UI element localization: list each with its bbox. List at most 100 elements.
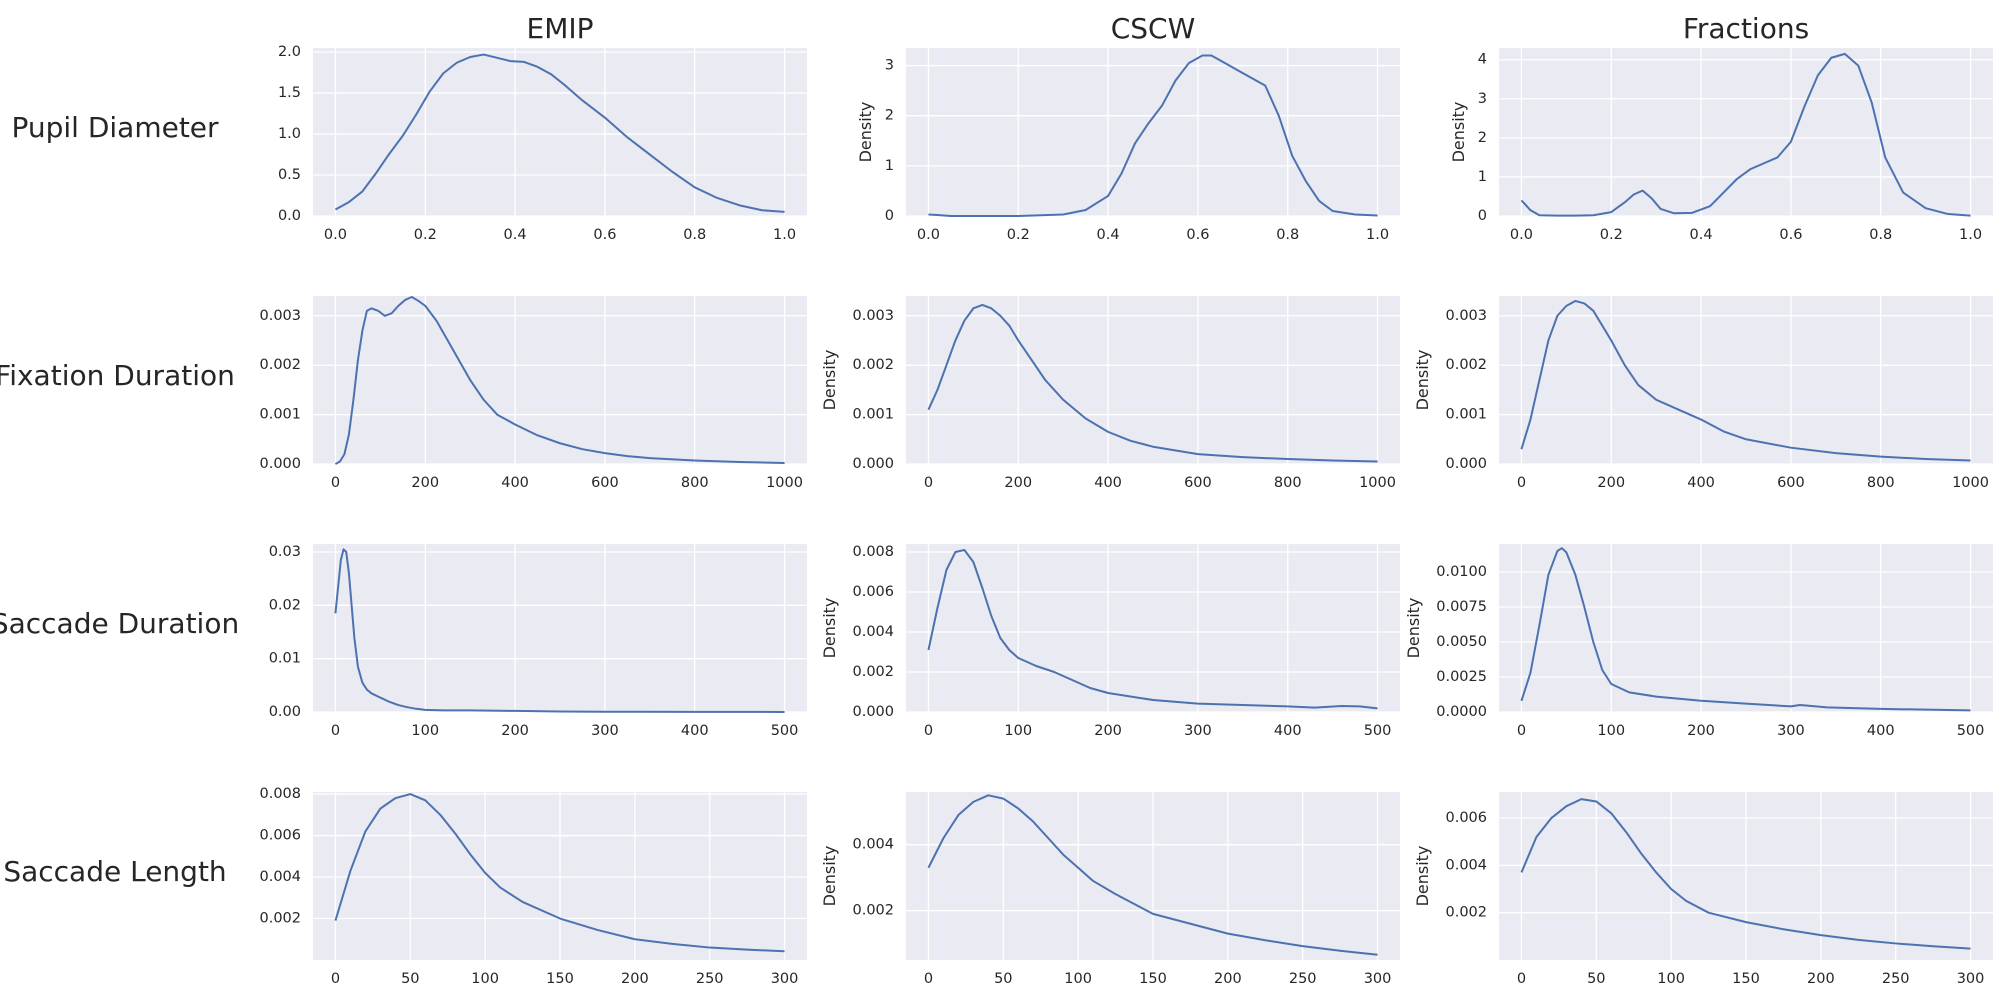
y-tick-label: 2 [885, 108, 894, 124]
x-tick-label: 0 [331, 723, 340, 739]
y-tick-label: 0.004 [1445, 857, 1487, 873]
y-tick-label: 0.01 [269, 651, 301, 667]
y-tick-label: 0.001 [1445, 407, 1487, 423]
kde-curve [928, 54, 1378, 217]
x-tick-label: 0 [1517, 475, 1526, 491]
x-tick-label: 250 [1882, 971, 1910, 987]
x-tick-label: 0 [924, 971, 933, 987]
panel-saccade-length-emip: 0 50 100 150 200 250 300 0.002 0.004 0.006 0.008 [259, 786, 807, 987]
x-tick-label: 0 [924, 723, 933, 739]
x-tick-label: 0.0 [1510, 227, 1533, 243]
x-tick-label: 200 [1687, 723, 1715, 739]
kde-curve [334, 548, 785, 713]
x-tick-label: 0.6 [1779, 227, 1802, 243]
panel-saccade-duration-fractions: 0 100 200 300 400 500 0.0000 0.0025 0.0050 0.0075… [1404, 544, 1993, 739]
plot-background [313, 48, 807, 216]
x-tick-label: 250 [696, 971, 724, 987]
x-tick-label: 0.0 [917, 227, 940, 243]
x-tick-label: 50 [401, 971, 419, 987]
x-tick-label: 0.2 [1007, 227, 1030, 243]
x-tick-label: 300 [1184, 723, 1212, 739]
y-tick-label: 0 [885, 208, 894, 224]
x-tick-label: 500 [1957, 723, 1985, 739]
y-tick-label: 0.001 [852, 407, 894, 423]
x-tick-label: 800 [1274, 475, 1302, 491]
x-tick-label: 600 [1777, 475, 1805, 491]
y-tick-label: 0.002 [852, 357, 894, 373]
x-tick-label: 0.2 [414, 227, 437, 243]
x-tick-label: 100 [1064, 971, 1092, 987]
x-tick-label: 0 [1517, 723, 1526, 739]
panel-saccade-length-cscw: 0 50 100 150 200 250 300 0.002 0.004 Density [820, 792, 1400, 987]
x-tick-label: 100 [1004, 723, 1032, 739]
y-tick-label: 0.0000 [1436, 704, 1487, 720]
plot-background [906, 544, 1400, 712]
plot-background [906, 48, 1400, 216]
y-tick-label: 0.00 [269, 704, 301, 720]
y-tick-label: 0 [1478, 208, 1487, 224]
x-tick-label: 400 [681, 723, 709, 739]
y-tick-label: 4 [1478, 52, 1487, 68]
x-tick-label: 100 [411, 723, 439, 739]
x-tick-label: 600 [1184, 475, 1212, 491]
y-tick-label: 0.008 [259, 786, 301, 802]
y-tick-label: 0.002 [852, 903, 894, 919]
x-tick-label: 1000 [1359, 475, 1396, 491]
x-tick-label: 0.0 [324, 227, 347, 243]
x-tick-label: 50 [994, 971, 1012, 987]
kde-curve [927, 549, 1378, 710]
x-tick-label: 300 [1957, 971, 1985, 987]
column-title-emip: EMIP [527, 12, 594, 45]
y-tick-label: 1 [885, 158, 894, 174]
row-title-pupil-diameter: Pupil Diameter [11, 111, 219, 144]
kde-curve [1520, 798, 1971, 950]
y-tick-label: 0.000 [259, 456, 301, 472]
x-tick-label: 0.6 [1186, 227, 1209, 243]
row-title-saccade-duration: Saccade Duration [0, 607, 239, 640]
y-tick-label: 0.002 [259, 911, 301, 927]
x-tick-label: 0 [1517, 971, 1526, 987]
x-tick-label: 150 [1732, 971, 1760, 987]
x-tick-label: 0.4 [504, 227, 527, 243]
y-tick-label: 0.003 [1445, 308, 1487, 324]
x-tick-label: 200 [411, 475, 439, 491]
x-tick-label: 800 [681, 475, 709, 491]
y-tick-label: 0.002 [259, 357, 301, 373]
y-axis-label: Density [820, 598, 839, 659]
row-title-saccade-length: Saccade Length [3, 855, 226, 888]
column-title-cscw: CSCW [1111, 12, 1196, 45]
plot-background [313, 544, 807, 712]
y-tick-label: 0.0075 [1436, 599, 1487, 615]
x-tick-label: 0.8 [683, 227, 706, 243]
panel-pupil-diameter-emip: 0.0 0.2 0.4 0.6 0.8 1.0 0.0 0.5 1.0 1.5 2.0 [278, 44, 807, 243]
x-tick-label: 1000 [766, 475, 803, 491]
y-tick-label: 0.001 [259, 407, 301, 423]
panel-fixation-duration-emip: 0 200 400 600 800 1000 0.000 0.001 0.002 0.003 [259, 295, 807, 491]
x-tick-label: 0.8 [1276, 227, 1299, 243]
x-tick-label: 200 [501, 723, 529, 739]
y-tick-label: 0.02 [269, 597, 301, 613]
y-tick-label: 0.5 [278, 167, 301, 183]
x-tick-label: 400 [1274, 723, 1302, 739]
x-tick-label: 0.2 [1600, 227, 1623, 243]
x-tick-label: 1000 [1952, 475, 1989, 491]
x-tick-label: 400 [1687, 475, 1715, 491]
y-axis-label: Density [1449, 102, 1468, 163]
y-tick-label: 0.002 [1445, 357, 1487, 373]
y-tick-label: 1.5 [278, 85, 301, 101]
x-tick-label: 1.0 [1959, 227, 1982, 243]
y-tick-label: 3 [1478, 91, 1487, 107]
x-tick-label: 1.0 [1366, 227, 1389, 243]
plot-background [313, 296, 807, 464]
y-tick-label: 0.006 [1445, 810, 1487, 826]
x-tick-label: 400 [1094, 475, 1122, 491]
y-tick-label: 2.0 [278, 44, 301, 60]
panel-pupil-diameter-cscw: 0.0 0.2 0.4 0.6 0.8 1.0 0 1 2 3 Density [856, 48, 1400, 243]
x-tick-label: 200 [621, 971, 649, 987]
x-tick-label: 300 [591, 723, 619, 739]
kde-curve [334, 793, 785, 953]
x-tick-label: 300 [1777, 723, 1805, 739]
x-tick-label: 100 [1657, 971, 1685, 987]
y-tick-label: 0.0050 [1436, 634, 1487, 650]
